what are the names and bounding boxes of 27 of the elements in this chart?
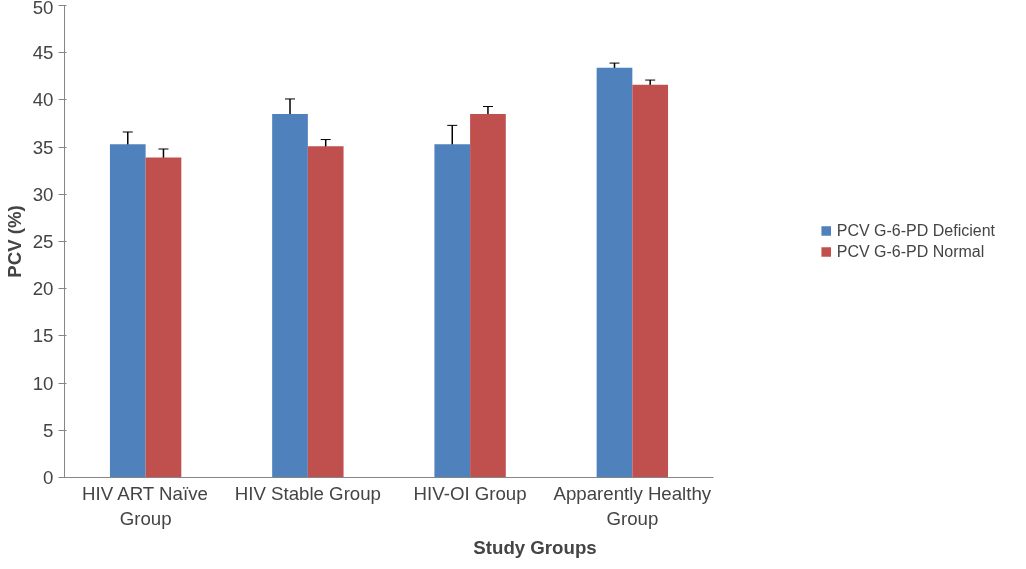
- bar: [596, 67, 633, 478]
- y-tick-label: 45: [32, 42, 54, 64]
- bar: [145, 157, 182, 478]
- y-tick-label: 35: [32, 136, 54, 158]
- legend-label: PCV G-6-PD Deficient: [836, 221, 995, 240]
- x-axis-title: Study Groups: [473, 536, 597, 558]
- y-tick-label: 10: [32, 372, 54, 394]
- bar: [632, 84, 669, 478]
- legend-label: PCV G-6-PD Normal: [836, 242, 985, 261]
- y-tick-label: 40: [32, 89, 54, 111]
- y-tick-label: 25: [32, 231, 54, 252]
- x-tick-label: HIV ART Naïve Group: [82, 482, 208, 529]
- y-tick-label: 15: [32, 325, 54, 347]
- bar: [272, 114, 308, 478]
- y-tick-label: 50: [32, 0, 54, 18]
- y-tick-label: 20: [32, 278, 54, 300]
- x-tick-label: Apparently Healthy Group: [553, 482, 712, 529]
- x-tick-label: HIV Stable Group: [234, 482, 381, 504]
- y-axis-title: PCV (%): [3, 205, 25, 278]
- bar: [470, 114, 506, 478]
- y-tick-label: 5: [43, 419, 54, 441]
- x-tick-label: HIV-OI Group: [413, 482, 527, 504]
- bar: [434, 144, 471, 478]
- bar: [307, 146, 344, 478]
- bar: [109, 144, 146, 478]
- y-tick-label: 30: [32, 183, 54, 205]
- y-tick-label: 0: [43, 467, 54, 488]
